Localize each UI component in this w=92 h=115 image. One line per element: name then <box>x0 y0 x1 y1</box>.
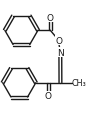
Text: O: O <box>55 36 62 45</box>
Text: N: N <box>57 48 64 57</box>
Text: CH₃: CH₃ <box>72 79 87 87</box>
Text: O: O <box>47 13 54 22</box>
Text: O: O <box>45 92 52 101</box>
